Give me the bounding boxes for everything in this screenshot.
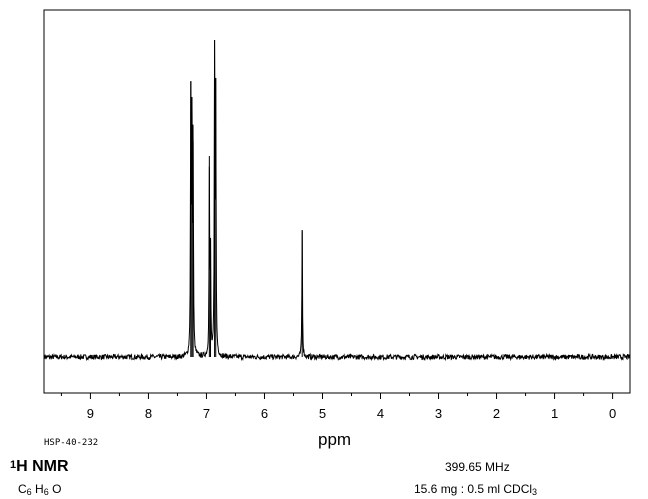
x-tick-label: 2 [493, 406, 500, 421]
formula-h: H [35, 482, 44, 496]
concentration-text: 15.6 mg : 0.5 ml CDCl [414, 482, 533, 496]
formula-c: C [18, 482, 27, 496]
nmr-label: H NMR [16, 458, 69, 475]
molecular-formula: C6 H6 O [18, 482, 61, 497]
x-tick-label: 1 [551, 406, 558, 421]
formula-c-count: 6 [26, 487, 32, 497]
plot-frame [43, 9, 631, 394]
x-tick-label: 9 [87, 406, 94, 421]
formula-o: O [52, 482, 62, 496]
x-tick-label: 6 [261, 406, 268, 421]
x-tick-label: 5 [319, 406, 326, 421]
formula-h-count: 6 [43, 487, 49, 497]
x-tick-label: 0 [609, 406, 616, 421]
concentration-sub: 3 [532, 487, 538, 497]
x-tick-label: 4 [377, 406, 384, 421]
x-axis-ticks: 9 8 7 6 5 4 3 2 1 0 [60, 393, 616, 421]
x-tick-label: 3 [435, 406, 442, 421]
x-axis-label: ppm [318, 430, 352, 449]
nmr-spectrum-chart: 9 8 7 6 5 4 3 2 1 0 [43, 9, 631, 421]
x-tick-label: 7 [203, 406, 210, 421]
isotope-superscript: 1 [10, 459, 17, 471]
spectrometer-frequency: 399.65 MHz [445, 460, 510, 474]
spectrum-trace [43, 39, 631, 362]
sample-concentration: 15.6 mg : 0.5 ml CDCl3 [414, 482, 537, 497]
nmr-title: 1H NMR [10, 458, 69, 476]
sample-id: HSP-40-232 [44, 438, 99, 448]
spectrum-line [43, 39, 631, 362]
x-tick-label: 8 [145, 406, 152, 421]
